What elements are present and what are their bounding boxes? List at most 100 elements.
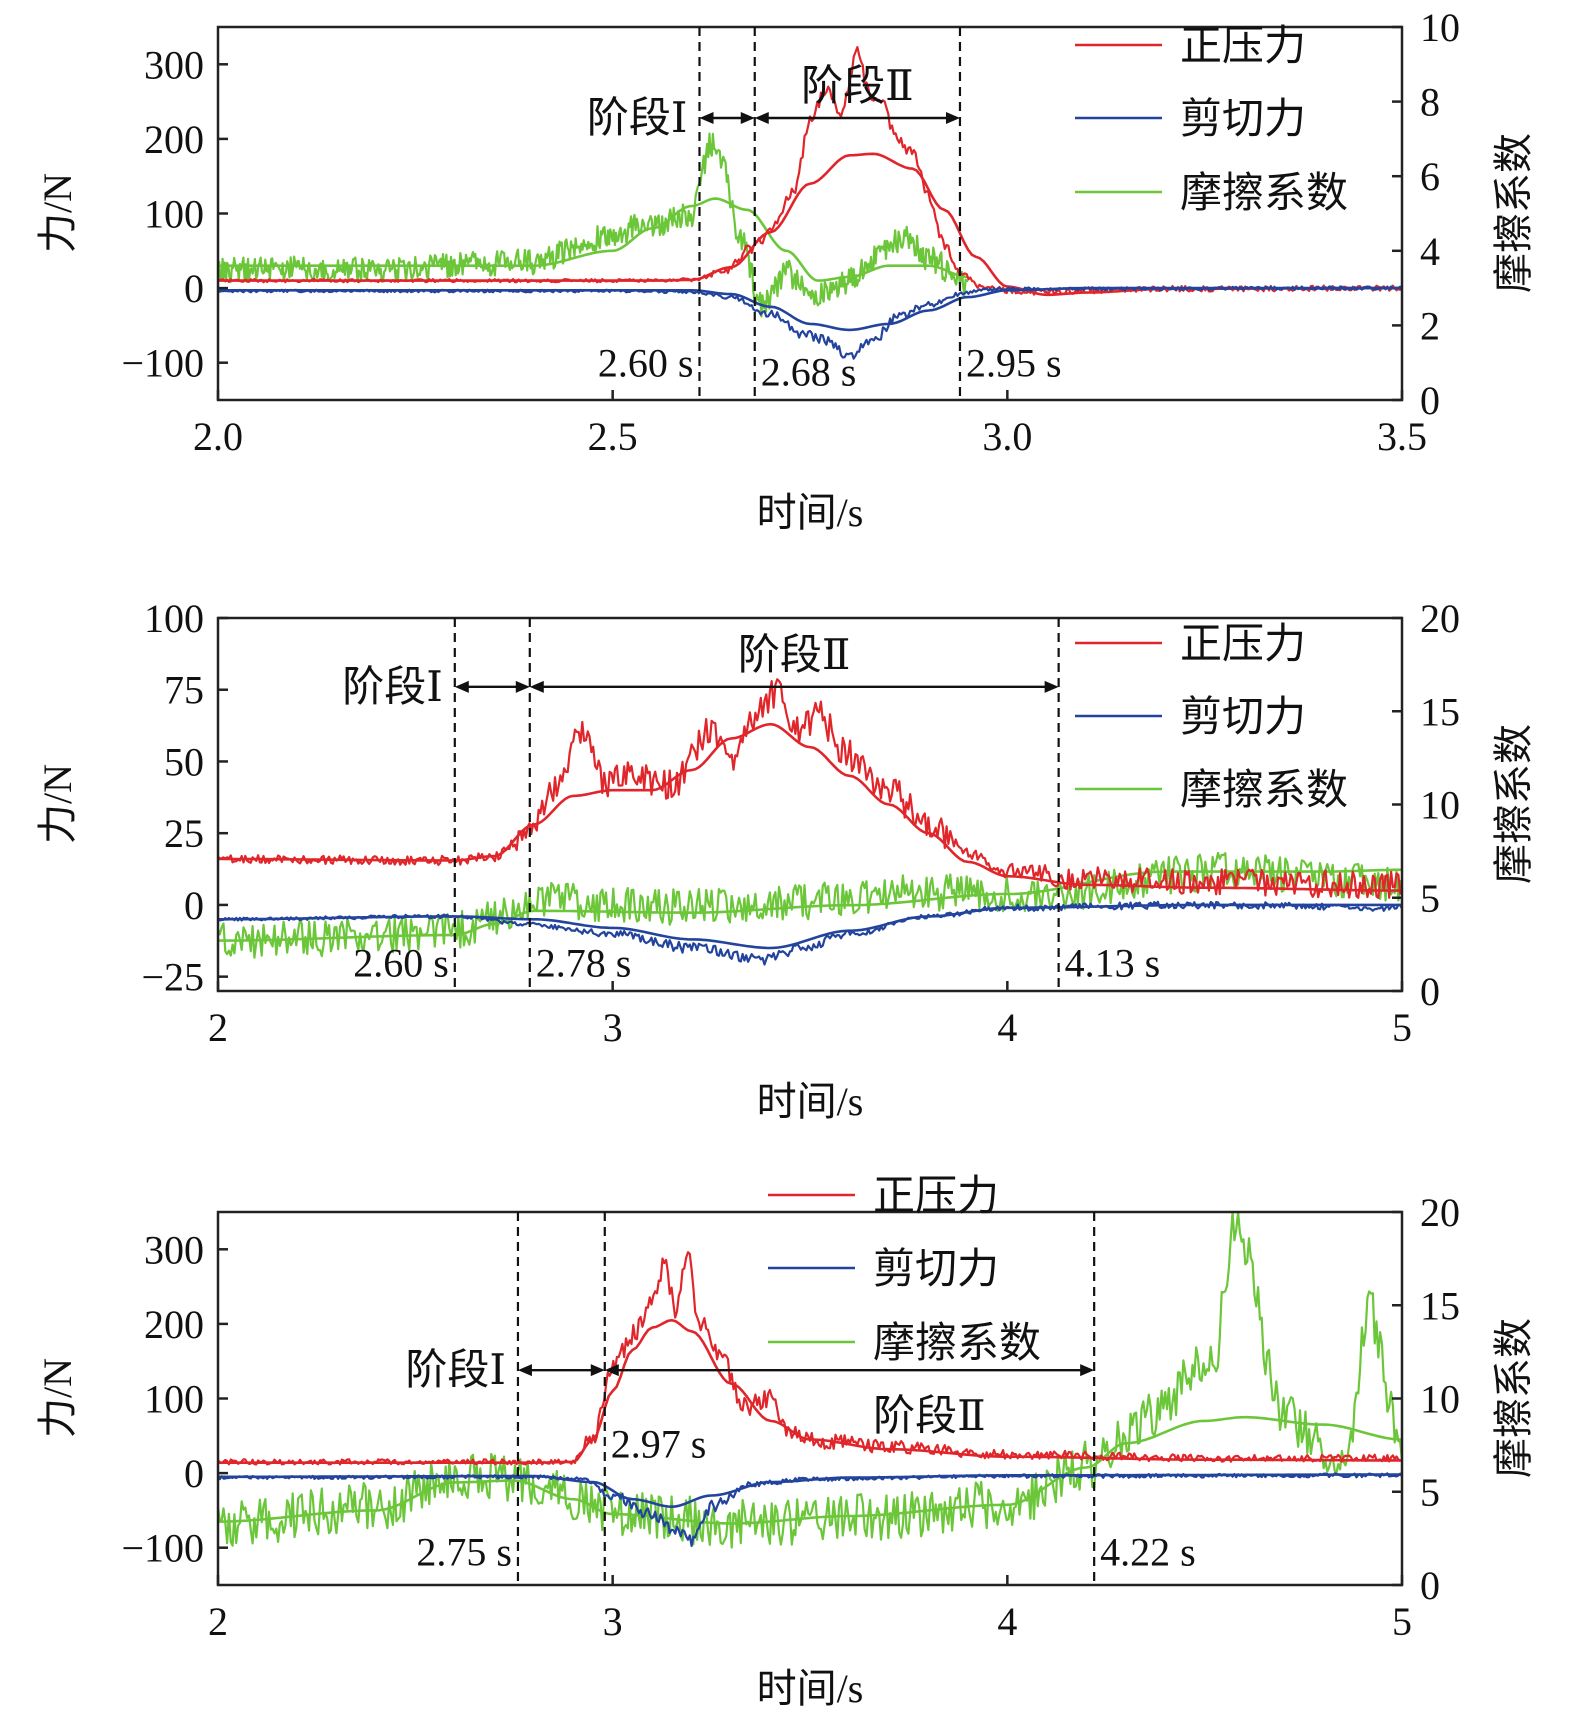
- chart-panel-1: 2.0 2.5 3.0 3.5 −100 0 100 200 300 0 2 4 6 8 10 阶段Ⅰ 阶段Ⅱ…: [35, 5, 1536, 535]
- legend-2: 正压力 剪切力 摩擦系数: [1075, 622, 1348, 814]
- x-tick-label-2-0: 2: [208, 1005, 228, 1050]
- legend-label-friction-1: 摩擦系数: [1180, 170, 1348, 217]
- x-tick-label-2-2: 4: [997, 1005, 1017, 1050]
- fit-curve-shear-1: [218, 286, 1402, 332]
- legend-label-shear-1: 剪切力: [1180, 97, 1306, 143]
- y-tick-label-right-1-2: 4: [1420, 229, 1440, 274]
- x-tick-label-2-3: 5: [1392, 1005, 1412, 1050]
- x-tick-label-1-1: 2.5: [588, 414, 638, 459]
- y-tick-label-left-3-0: −100: [121, 1526, 204, 1571]
- legend-label-normal-3: 正压力: [873, 1174, 999, 1220]
- time-label-2-1: 2.78 s: [536, 940, 632, 985]
- stage-arrowhead-left-3-1: [604, 1364, 619, 1377]
- time-label-1-2: 2.95 s: [966, 341, 1062, 386]
- series-layer-1: [217, 46, 1403, 360]
- stage-label-3-0: 阶段Ⅰ: [405, 1348, 506, 1394]
- x-tick-label-3-2: 4: [997, 1599, 1017, 1644]
- y-tick-label-right-3-3: 15: [1420, 1283, 1460, 1328]
- stage-arrowhead-left-1-0: [699, 112, 714, 125]
- stage-label-1-1: 阶段Ⅱ: [801, 64, 914, 110]
- series-line-friction-3: [216, 1210, 1404, 1549]
- time-label-1-0: 2.60 s: [598, 341, 694, 386]
- y-axis-title-right-1: 摩擦系数: [1491, 133, 1536, 293]
- overlay-layer-3: 阶段Ⅰ 阶段Ⅱ 2.75 s 2.97 s 4.22 s: [405, 1212, 1196, 1585]
- y-tick-label-left-1-0: −100: [121, 341, 204, 386]
- stage-arrowhead-left-2-0: [454, 680, 469, 693]
- legend-label-shear-2: 剪切力: [1180, 695, 1306, 741]
- y-tick-label-right-3-1: 5: [1420, 1470, 1440, 1515]
- stage-arrowhead-left-3-0: [517, 1364, 532, 1377]
- legend-label-normal-2: 正压力: [1180, 622, 1306, 668]
- time-label-3-1: 2.97 s: [611, 1421, 707, 1466]
- time-label-1-1: 2.68 s: [761, 350, 857, 395]
- y-tick-label-left-2-0: −25: [141, 955, 204, 1000]
- y-tick-label-left-2-2: 25: [164, 811, 204, 856]
- series-line-friction-1: [217, 132, 969, 318]
- y-tick-label-left-1-1: 0: [184, 266, 204, 311]
- series-line-normal-2: [217, 678, 1403, 899]
- time-label-2-0: 2.60 s: [353, 940, 449, 985]
- fit-curve-normal-2: [218, 722, 1402, 892]
- y-tick-label-right-3-0: 0: [1420, 1563, 1440, 1608]
- stage-arrowhead-right-3-0: [590, 1364, 605, 1377]
- y-tick-label-right-3-4: 20: [1420, 1190, 1460, 1235]
- y-tick-label-left-3-1: 0: [184, 1451, 204, 1496]
- stage-arrowhead-left-2-1: [529, 680, 544, 693]
- x-tick-label-1-3: 3.5: [1377, 414, 1427, 459]
- x-tick-label-1-0: 2.0: [193, 414, 243, 459]
- y-tick-label-right-1-5: 10: [1420, 5, 1460, 50]
- stage-label-2-1: 阶段Ⅱ: [738, 633, 851, 679]
- y-tick-label-left-1-2: 100: [144, 192, 204, 237]
- stage-arrowhead-right-1-0: [740, 112, 755, 125]
- y-tick-label-right-2-1: 5: [1420, 876, 1440, 921]
- y-axis-title-right-2: 摩擦系数: [1491, 724, 1536, 884]
- overlay-layer-1: 阶段Ⅰ 阶段Ⅱ 2.60 s 2.68 s 2.95 s: [587, 27, 1062, 400]
- legend-label-friction-2: 摩擦系数: [1180, 767, 1348, 814]
- y-tick-label-right-1-4: 8: [1420, 80, 1440, 125]
- y-tick-label-right-2-4: 20: [1420, 596, 1460, 641]
- x-tick-label-1-2: 3.0: [982, 414, 1032, 459]
- fit-curve-normal-3: [218, 1318, 1402, 1464]
- x-axis-title-2: 时间/s: [757, 1079, 864, 1124]
- series-line-normal-3: [217, 1251, 1403, 1466]
- time-label-3-0: 2.75 s: [416, 1529, 512, 1574]
- y-axis-title-left-1: 力/N: [35, 173, 80, 253]
- series-layer-3: [216, 1210, 1404, 1549]
- fit-curve-friction-1: [218, 197, 968, 282]
- y-tick-label-left-2-4: 75: [164, 668, 204, 713]
- x-tick-label-3-3: 5: [1392, 1599, 1412, 1644]
- legend-3: 正压力 剪切力 摩擦系数: [768, 1174, 1041, 1367]
- y-tick-label-left-3-2: 100: [144, 1377, 204, 1422]
- x-tick-label-2-1: 3: [603, 1005, 623, 1050]
- ticks-layer-1: 2.0 2.5 3.0 3.5 −100 0 100 200 300 0 2 4 6 8 10: [121, 5, 1460, 459]
- time-label-3-2: 4.22 s: [1100, 1529, 1196, 1574]
- time-label-2-2: 4.13 s: [1065, 940, 1161, 985]
- y-tick-label-right-2-3: 15: [1420, 689, 1460, 734]
- y-tick-label-right-2-2: 10: [1420, 783, 1460, 828]
- y-tick-label-left-1-3: 200: [144, 117, 204, 162]
- y-axis-title-right-3: 摩擦系数: [1491, 1318, 1536, 1478]
- x-axis-title-1: 时间/s: [757, 490, 864, 535]
- y-tick-label-right-3-2: 10: [1420, 1377, 1460, 1422]
- overlay-layer-2: 阶段Ⅰ 阶段Ⅱ 2.60 s 2.78 s 4.13 s: [342, 618, 1160, 991]
- y-axis-title-left-2: 力/N: [35, 764, 80, 844]
- stage-label-3-1: 阶段Ⅱ: [873, 1394, 986, 1440]
- fit-curve-shear-3: [218, 1473, 1402, 1509]
- y-tick-label-left-2-1: 0: [184, 883, 204, 928]
- series-layer-2: [216, 678, 1404, 966]
- fit-curve-friction-2: [218, 868, 1402, 942]
- stage-label-1-0: 阶段Ⅰ: [587, 96, 688, 142]
- y-tick-label-right-2-0: 0: [1420, 969, 1440, 1014]
- y-tick-label-right-1-1: 2: [1420, 303, 1440, 348]
- stage-arrowhead-right-2-0: [515, 680, 530, 693]
- legend-1: 正压力 剪切力 摩擦系数: [1075, 24, 1348, 217]
- y-tick-label-right-1-3: 6: [1420, 154, 1440, 199]
- stage-arrowhead-left-1-1: [754, 112, 769, 125]
- y-axis-title-left-3: 力/N: [35, 1358, 80, 1438]
- y-tick-label-left-3-4: 300: [144, 1227, 204, 1272]
- x-tick-label-3-0: 2: [208, 1599, 228, 1644]
